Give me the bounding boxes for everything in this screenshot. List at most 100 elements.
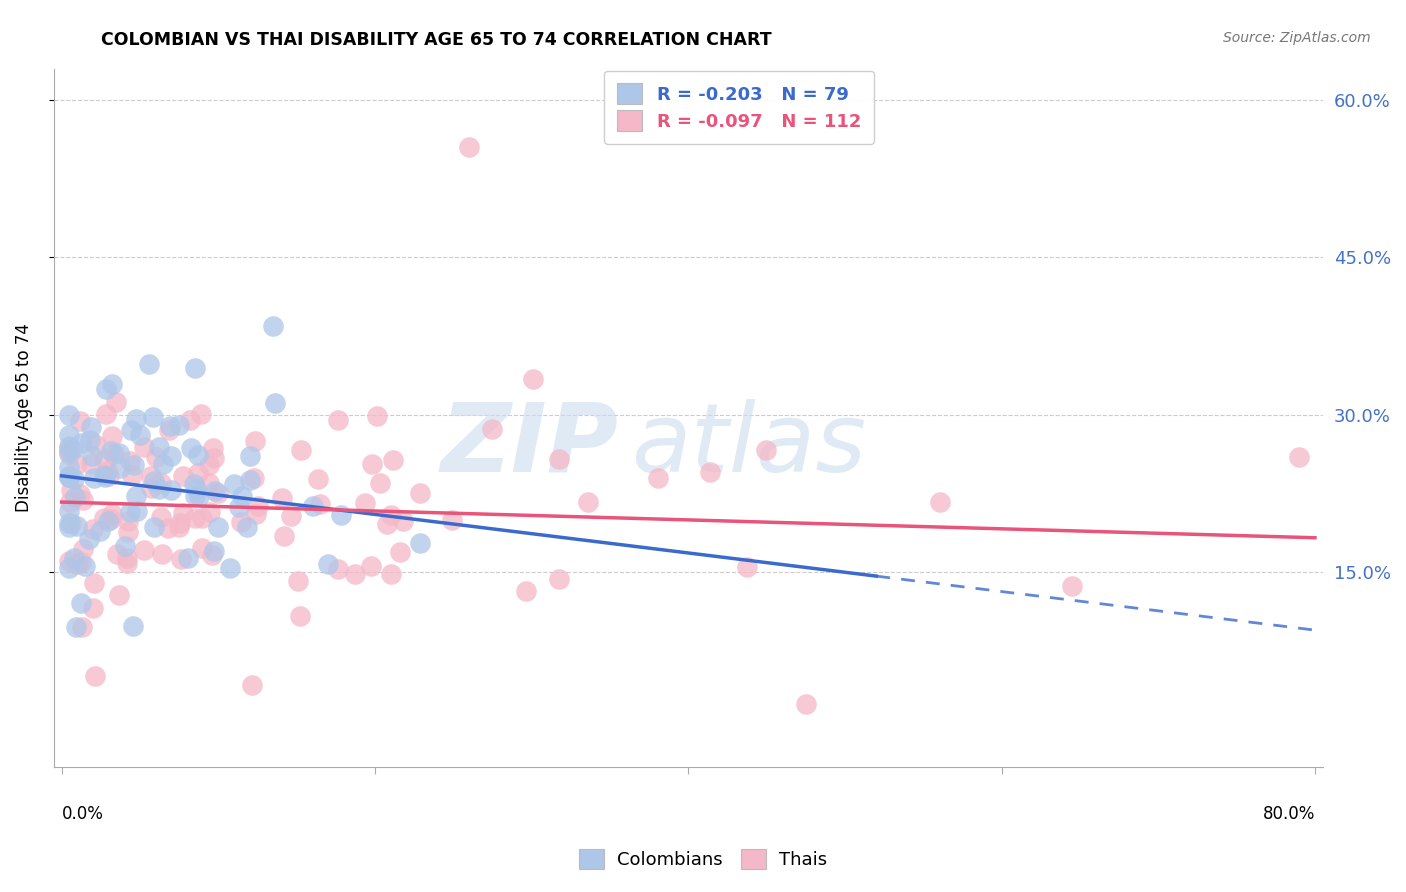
Point xyxy=(522,372,544,386)
Point xyxy=(188,489,211,503)
Point xyxy=(187,448,209,462)
Text: atlas: atlas xyxy=(631,399,866,492)
Point xyxy=(62,442,84,456)
Point xyxy=(169,516,191,531)
Point xyxy=(515,584,537,599)
Point xyxy=(129,428,152,442)
Point xyxy=(108,460,131,475)
Point xyxy=(187,466,209,480)
Point xyxy=(172,506,194,520)
Point xyxy=(170,551,193,566)
Point xyxy=(190,541,212,556)
Point xyxy=(80,420,103,434)
Point xyxy=(82,600,104,615)
Point xyxy=(409,486,432,500)
Point xyxy=(84,668,107,682)
Point xyxy=(58,470,80,484)
Point xyxy=(58,554,80,568)
Point xyxy=(264,396,287,410)
Text: 80.0%: 80.0% xyxy=(1263,805,1315,823)
Point xyxy=(72,541,94,556)
Point xyxy=(344,566,367,581)
Point xyxy=(100,444,122,458)
Point xyxy=(368,475,391,490)
Point xyxy=(115,550,138,565)
Point xyxy=(97,468,120,483)
Point xyxy=(239,473,262,487)
Point xyxy=(222,477,245,491)
Point xyxy=(58,447,80,461)
Point xyxy=(316,558,339,572)
Point xyxy=(184,490,207,504)
Point xyxy=(65,620,87,634)
Point xyxy=(361,457,384,471)
Y-axis label: Disability Age 65 to 74: Disability Age 65 to 74 xyxy=(15,323,32,512)
Point xyxy=(287,574,309,588)
Legend: Colombians, Thais: Colombians, Thais xyxy=(571,839,835,879)
Point xyxy=(59,516,82,531)
Point xyxy=(63,490,86,504)
Point xyxy=(247,499,270,513)
Point xyxy=(117,514,139,528)
Text: COLOMBIAN VS THAI DISABILITY AGE 65 TO 74 CORRELATION CHART: COLOMBIAN VS THAI DISABILITY AGE 65 TO 7… xyxy=(101,31,772,49)
Point xyxy=(59,495,82,509)
Point xyxy=(392,514,415,528)
Point xyxy=(191,511,214,525)
Point xyxy=(229,515,252,529)
Point xyxy=(125,412,148,426)
Point xyxy=(273,529,295,543)
Point xyxy=(481,422,503,436)
Point xyxy=(200,505,222,519)
Point xyxy=(84,438,107,452)
Point xyxy=(308,497,330,511)
Point xyxy=(58,516,80,530)
Point xyxy=(179,413,201,427)
Text: Source: ZipAtlas.com: Source: ZipAtlas.com xyxy=(1223,31,1371,45)
Point xyxy=(201,441,224,455)
Point xyxy=(121,619,143,633)
Point xyxy=(231,489,253,503)
Point xyxy=(159,483,181,498)
Point xyxy=(755,443,778,458)
Text: ZIP: ZIP xyxy=(440,399,619,492)
Point xyxy=(576,494,599,508)
Point xyxy=(180,441,202,455)
Point xyxy=(329,508,352,522)
Point xyxy=(184,360,207,375)
Point xyxy=(80,457,103,471)
Point xyxy=(83,576,105,591)
Point xyxy=(207,520,229,534)
Point xyxy=(389,545,412,559)
Point xyxy=(69,414,91,428)
Point xyxy=(176,550,198,565)
Point xyxy=(280,508,302,523)
Point xyxy=(245,507,267,521)
Point xyxy=(183,477,205,491)
Point xyxy=(58,445,80,459)
Point xyxy=(409,536,432,550)
Point xyxy=(107,446,129,460)
Point xyxy=(97,514,120,528)
Point xyxy=(69,486,91,500)
Point xyxy=(149,510,172,524)
Point xyxy=(139,469,162,483)
Point xyxy=(441,513,464,527)
Point xyxy=(96,464,118,478)
Point xyxy=(288,608,311,623)
Point xyxy=(132,542,155,557)
Point xyxy=(58,460,80,475)
Point xyxy=(79,433,101,447)
Point xyxy=(143,475,166,489)
Point xyxy=(794,697,817,711)
Point xyxy=(353,496,375,510)
Point xyxy=(207,486,229,500)
Point xyxy=(243,434,266,448)
Point xyxy=(200,548,222,562)
Point xyxy=(381,452,404,467)
Point xyxy=(380,508,402,522)
Point xyxy=(360,558,382,573)
Point xyxy=(118,504,141,518)
Point xyxy=(157,424,180,438)
Point xyxy=(190,407,212,421)
Point xyxy=(58,520,80,534)
